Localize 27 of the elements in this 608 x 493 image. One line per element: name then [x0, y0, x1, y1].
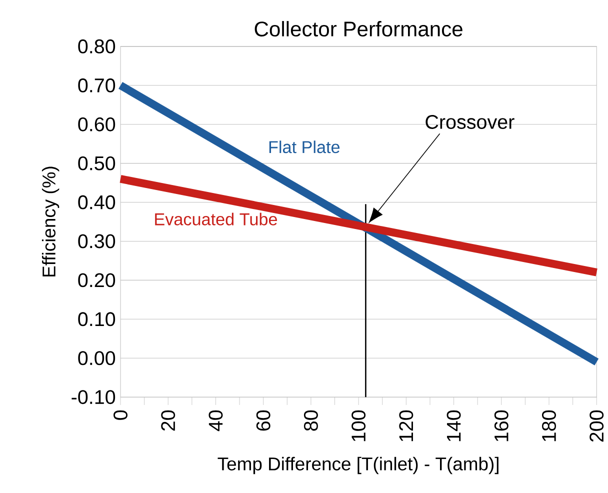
x-tick-label: 100 — [352, 410, 366, 442]
series-label: Evacuated Tube — [155, 212, 277, 226]
x-tick-label: 60 — [256, 410, 270, 431]
x-tick-label: 80 — [304, 410, 318, 431]
chart-title: Collector Performance — [254, 21, 462, 37]
x-tick-label: 140 — [446, 410, 461, 442]
x-tick-label: 0 — [114, 410, 128, 420]
x-tick-label: 120 — [399, 410, 414, 442]
y-tick-label: 0.20 — [78, 273, 116, 288]
x-axis-title: Temp Difference [T(inlet) - T(amb)] — [218, 456, 498, 474]
y-tick-label: 0.30 — [78, 234, 116, 248]
x-tick-label: 20 — [161, 410, 176, 431]
y-tick-label: 0.50 — [78, 156, 116, 170]
y-tick-label: 0.40 — [78, 195, 116, 210]
x-tick-label: 200 — [590, 410, 604, 442]
y-tick-label: -0.10 — [72, 390, 116, 404]
x-tick-label: 160 — [494, 410, 508, 442]
annotation: Crossover — [426, 115, 514, 129]
x-tick-label: 40 — [208, 410, 223, 432]
y-tick-label: 0.00 — [78, 351, 116, 366]
x-tick-label: 180 — [542, 410, 556, 442]
y-tick-label: 0.60 — [78, 117, 116, 132]
y-axis-title: Efficiency (%) — [42, 166, 60, 276]
y-tick-label: 0.10 — [78, 312, 116, 326]
y-tick-label: 0.80 — [78, 39, 116, 54]
y-tick-label: 0.70 — [78, 78, 116, 92]
series-label: Flat Plate — [269, 140, 340, 154]
